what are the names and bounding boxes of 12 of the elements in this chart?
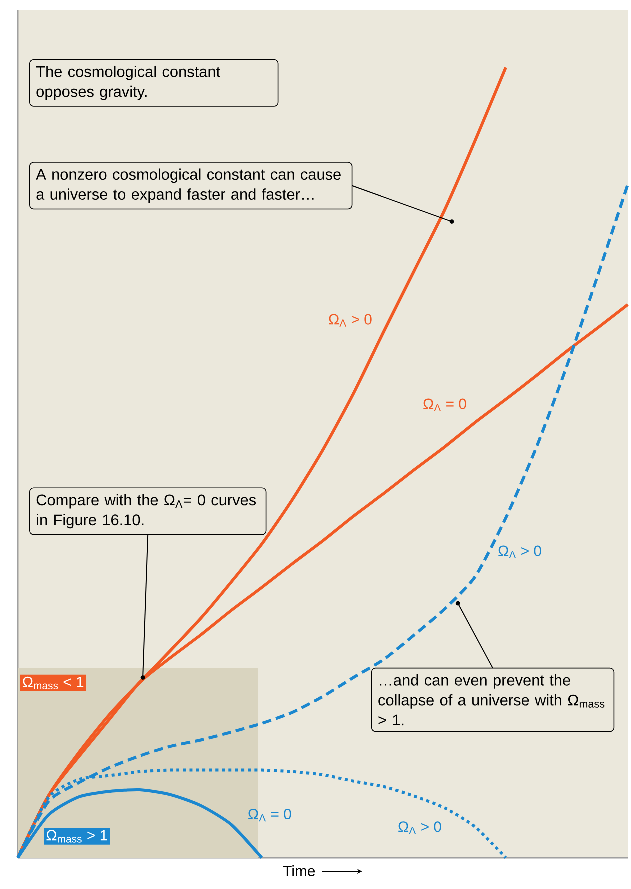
- series-label: Ω$_{Λ}$ > 0: [498, 546, 542, 558]
- series-label: Ω$_{Λ}$ = 0: [423, 398, 466, 412]
- series-label: Ω$_{Λ}$ > 0: [328, 314, 372, 327]
- series-label: Ω$_{Λ}$ > 0: [398, 822, 442, 834]
- text: Compare with the Ω$_{Λ}$= 0 curves in Figure 16.10.: [36, 494, 256, 529]
- series-label: Ω$_{Λ}$ = 0: [248, 808, 292, 822]
- annotation: The cosmological constant opposes gravity.: [36, 66, 220, 100]
- annotation: Ω$_{mass}$ > 1: [46, 830, 108, 843]
- text: …and can even prevent the collapse of a universe with Ω$_{mass}$ > 1.: [378, 674, 605, 726]
- annotation: Ω$_{mass}$ < 1: [22, 676, 84, 690]
- annotation: A nonzero cosmological constant can cause a universe to expand faster and faster…: [36, 168, 341, 204]
- x-axis-title: Time: [283, 866, 315, 876]
